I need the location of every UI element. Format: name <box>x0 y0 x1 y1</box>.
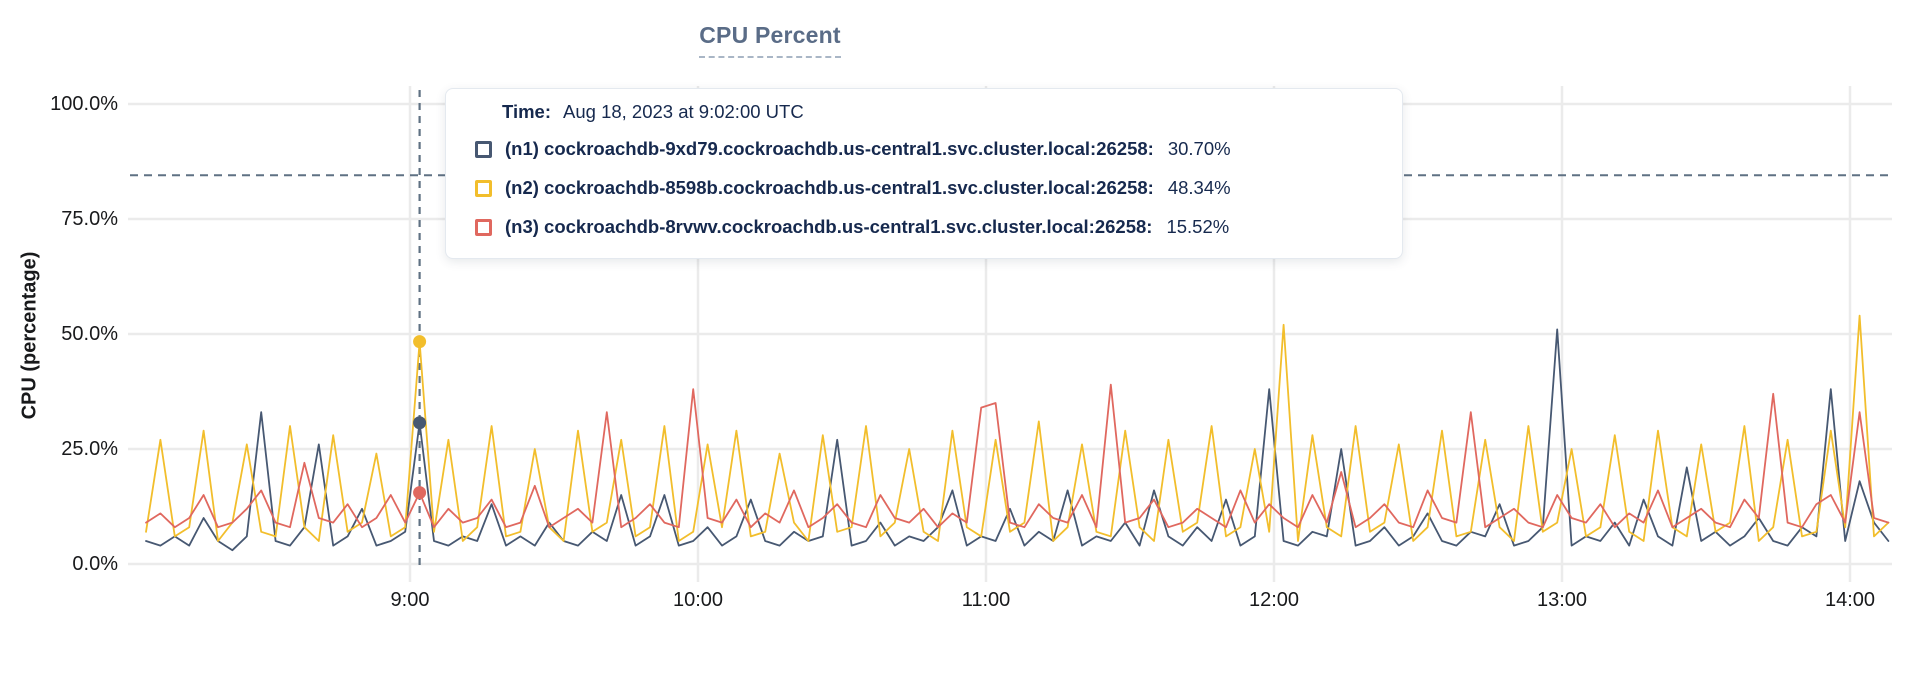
tooltip-series-row: (n2) cockroachdb-8598b.cockroachdb.us-ce… <box>475 175 1374 201</box>
y-axis-tick-label: 100.0% <box>50 93 118 115</box>
chart-title-wrap: CPU Percent <box>0 22 1540 58</box>
y-axis-tick-label: 75.0% <box>61 208 118 230</box>
x-axis-tick-label: 10:00 <box>672 589 724 611</box>
tooltip-series-value: 48.34% <box>1167 177 1231 198</box>
tooltip-time-value: Aug 18, 2023 at 9:02:00 UTC <box>563 101 804 122</box>
series-line-n2 <box>145 314 1890 542</box>
series-n3-marker-icon <box>475 218 492 236</box>
tooltip-time-row: Time: Aug 18, 2023 at 9:02:00 UTC <box>502 101 1374 123</box>
x-axis-tick-label: 13:00 <box>1536 589 1588 611</box>
y-axis-tick-label: 50.0% <box>61 323 118 345</box>
hover-tooltip: Time: Aug 18, 2023 at 9:02:00 UTC (n1) co… <box>445 88 1403 259</box>
tooltip-series-value: 15.52% <box>1166 216 1230 237</box>
tooltip-series-row: (n1) cockroachdb-9xd79.cockroachdb.us-ce… <box>475 136 1374 162</box>
tooltip-series-row: (n3) cockroachdb-8rvwv.cockroachdb.us-ce… <box>475 214 1374 240</box>
series-line-n3 <box>145 383 1890 529</box>
tooltip-series-label: (n3) cockroachdb-8rvwv.cockroachdb.us-ce… <box>505 216 1153 237</box>
highlight-dot-n1 <box>413 416 427 430</box>
tooltip-series-label: (n2) cockroachdb-8598b.cockroachdb.us-ce… <box>505 177 1154 198</box>
tooltip-series-value: 30.70% <box>1167 138 1231 159</box>
highlight-dot-n2 <box>413 335 427 349</box>
tooltip-series-label: (n1) cockroachdb-9xd79.cockroachdb.us-ce… <box>505 138 1154 159</box>
x-axis-tick-label: 11:00 <box>961 589 1011 611</box>
highlight-dot-n3 <box>413 486 427 500</box>
y-axis-tick-label: 0.0% <box>72 553 118 575</box>
series-n1-marker-icon <box>475 140 492 158</box>
series-n2-marker-icon <box>475 179 492 197</box>
x-axis-tick-label: 12:00 <box>1248 589 1300 611</box>
y-axis-tick-label: 25.0% <box>61 438 118 460</box>
chart-title[interactable]: CPU Percent <box>699 22 841 58</box>
x-axis-tick-label: 9:00 <box>390 589 430 611</box>
x-axis-tick-label: 14:00 <box>1824 589 1876 611</box>
tooltip-time-label: Time: <box>502 101 552 122</box>
